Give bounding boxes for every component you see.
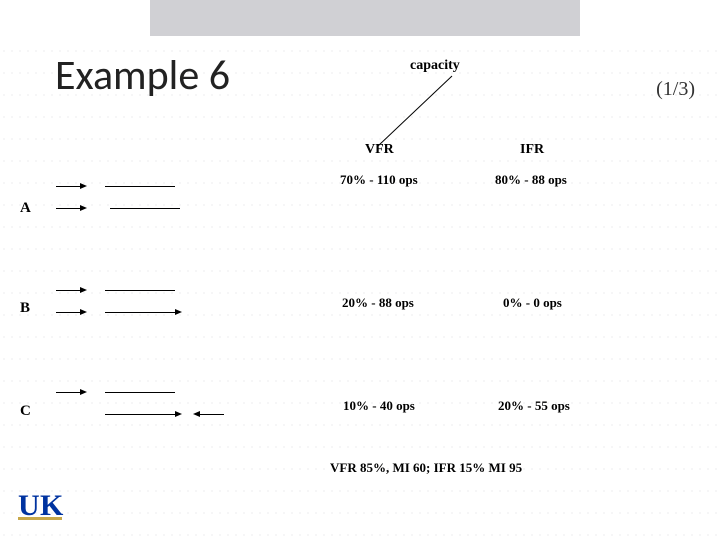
row-label-c: C xyxy=(20,403,31,420)
slide-root: { "layout": { "width": 720, "height": 54… xyxy=(0,0,720,540)
col-header-vfr: VFR xyxy=(365,142,394,158)
slide-title: Example 6 xyxy=(55,50,230,101)
cell-c-ifr: 20% - 55 ops xyxy=(498,398,570,414)
uk-logo: U K xyxy=(18,487,72,528)
summary-text: VFR 85%, MI 60; IFR 15% MI 95 xyxy=(330,460,522,476)
top-banner xyxy=(150,0,580,36)
page-indicator: (1/3) xyxy=(656,78,695,101)
col-header-ifr: IFR xyxy=(520,142,544,158)
row-label-a: A xyxy=(20,200,31,217)
cell-a-ifr: 80% - 88 ops xyxy=(495,172,567,188)
capacity-label: capacity xyxy=(410,58,460,74)
cell-b-ifr: 0% - 0 ops xyxy=(503,295,562,311)
cell-b-vfr: 20% - 88 ops xyxy=(342,295,414,311)
cell-c-vfr: 10% - 40 ops xyxy=(343,398,415,414)
cell-a-vfr: 70% - 110 ops xyxy=(340,172,418,188)
row-label-b: B xyxy=(20,300,30,317)
